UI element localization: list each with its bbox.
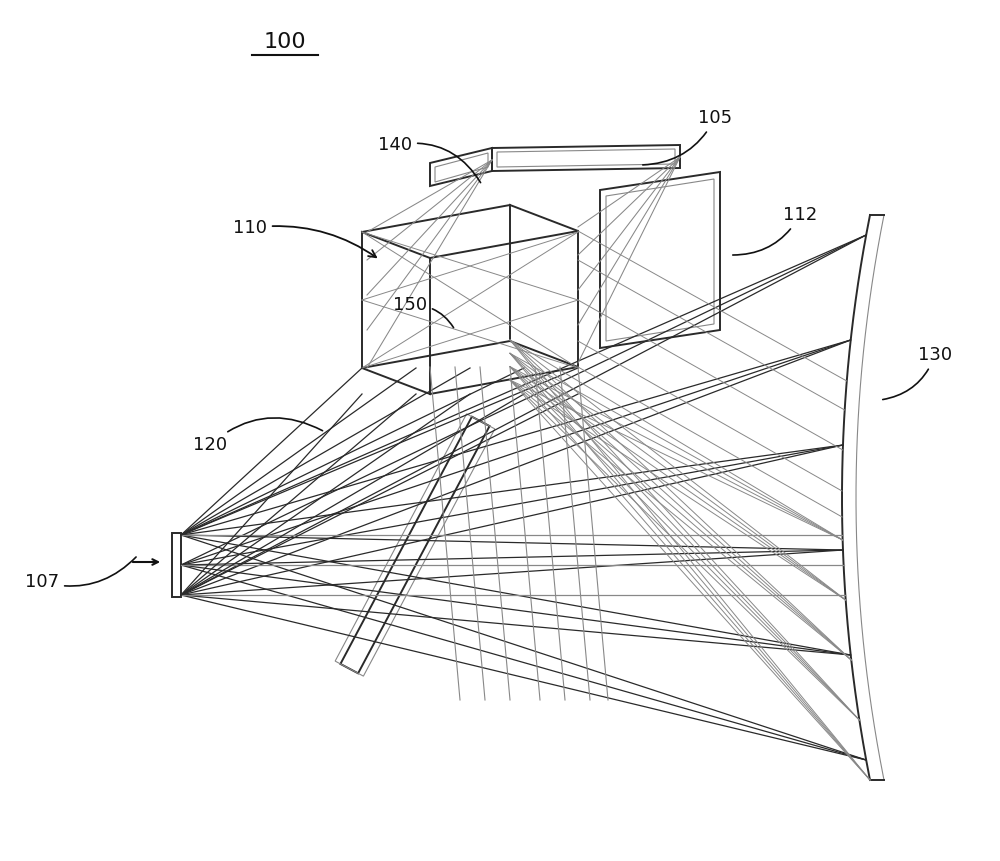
Text: 120: 120 xyxy=(193,418,323,454)
Text: 130: 130 xyxy=(883,346,952,400)
Text: 105: 105 xyxy=(643,109,732,165)
Text: 107: 107 xyxy=(25,557,136,591)
Text: 100: 100 xyxy=(264,32,306,52)
Text: 110: 110 xyxy=(233,219,376,257)
Text: 150: 150 xyxy=(393,296,454,328)
Text: 112: 112 xyxy=(733,206,817,255)
Text: 140: 140 xyxy=(378,136,481,183)
